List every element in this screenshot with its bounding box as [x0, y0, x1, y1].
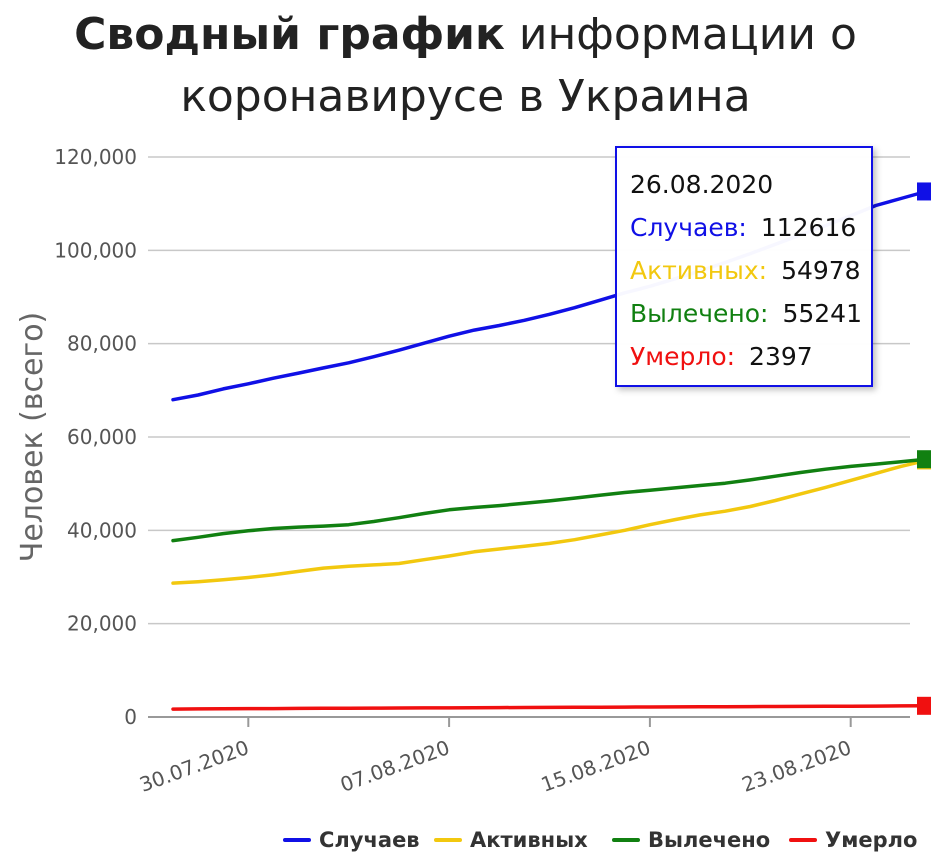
series-line-4 [171, 704, 928, 711]
x-axis: 30.07.2020 07.08.2020 15.08.2020 23.08.2020 [136, 717, 854, 797]
y-tick-label: 40,000 [67, 518, 137, 542]
tooltip-row-recovered: Вылечено: 55241 [630, 299, 862, 328]
y-tick-label: 20,000 [67, 612, 137, 636]
series-end-marker-1 [917, 182, 931, 201]
legend-label-cases: Случаев [319, 828, 420, 852]
tooltip-value-deaths: 2397 [749, 342, 813, 371]
chart-title-bold: Сводный график [74, 9, 505, 60]
tooltip-label-cases: Случаев: [630, 213, 747, 242]
chart-title-line1: Сводный график информации о [0, 4, 931, 66]
legend-swatch-cases [283, 838, 311, 842]
y-tick-label: 120,000 [54, 145, 137, 169]
series-end-marker-3 [917, 450, 931, 469]
tooltip-label-active: Активных: [630, 256, 768, 285]
x-tick-label: 23.08.2020 [739, 735, 855, 797]
legend-item-active[interactable]: Активных [434, 825, 588, 855]
chart-title: Сводный график информации о коронавирусе… [0, 4, 931, 128]
y-axis: 0 20,000 40,000 60,000 80,000 100,000 120,000 [54, 145, 137, 729]
chart-title-line2: коронавирусе в Украина [180, 71, 751, 122]
x-tick-label: 07.08.2020 [337, 735, 453, 797]
y-tick-label: 100,000 [54, 238, 137, 262]
tooltip-label-deaths: Умерло: [630, 342, 736, 371]
tooltip-value-cases: 112616 [760, 213, 857, 242]
legend-item-cases[interactable]: Случаев [283, 825, 420, 855]
series-line-2 [171, 458, 928, 585]
tooltip-value-recovered: 55241 [782, 299, 862, 328]
legend-item-deaths[interactable]: Умерло [789, 825, 917, 855]
tooltip-date: 26.08.2020 [630, 170, 774, 199]
legend-item-recovered[interactable]: Вылечено [612, 825, 770, 855]
tooltip-row-cases: Случаев: 112616 [630, 213, 856, 242]
data-tooltip: 26.08.2020 Случаев: 112616 Активных: 54978… [615, 146, 873, 387]
chart-legend: Случаев Активных Вылечено Умерло [0, 825, 931, 855]
series-lines [171, 182, 931, 715]
series-line-3 [171, 457, 928, 543]
tooltip-row-deaths: Умерло: 2397 [630, 342, 813, 371]
x-tick-label: 30.07.2020 [136, 735, 252, 797]
tooltip-row-active: Активных: 54978 [630, 256, 861, 285]
chart-title-rest: информации о [518, 9, 857, 60]
legend-label-recovered: Вылечено [648, 828, 771, 852]
legend-label-deaths: Умерло [825, 828, 918, 852]
y-axis-label: Человек (всего) [15, 312, 50, 563]
legend-swatch-recovered [612, 838, 640, 842]
x-tick-label: 15.08.2020 [538, 735, 654, 797]
y-tick-label: 80,000 [67, 332, 137, 356]
legend-swatch-deaths [789, 838, 817, 842]
series-end-marker-4 [917, 696, 931, 715]
legend-swatch-active [434, 838, 462, 842]
y-tick-label: 60,000 [67, 425, 137, 449]
legend-label-active: Активных [470, 828, 588, 852]
y-tick-label: 0 [124, 705, 137, 729]
tooltip-value-active: 54978 [781, 256, 861, 285]
tooltip-label-recovered: Вылечено: [630, 299, 769, 328]
